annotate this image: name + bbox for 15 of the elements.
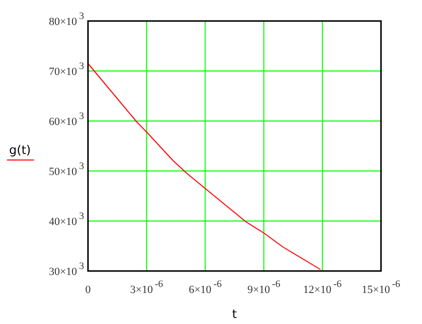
- line-series: [88, 63, 321, 270]
- x-tick-label: 0: [85, 284, 92, 296]
- x-tick-label: 6×10$^{-6}$: [188, 279, 222, 296]
- y-tick-label: 30×10$^{3}$: [48, 261, 84, 278]
- y-tick-label: 60×10$^{3}$: [48, 111, 84, 128]
- y-axis-title: g(t): [9, 143, 31, 157]
- y-tick-label: 70×10$^{3}$: [48, 61, 84, 78]
- y-tick-label: 80×10$^{3}$: [48, 11, 84, 28]
- x-tick-label: 15×10$^{-6}$: [362, 279, 400, 296]
- x-axis-title: t: [232, 307, 238, 321]
- x-tick-label: 3×10$^{-6}$: [130, 279, 164, 296]
- x-tick-label: 12×10$^{-6}$: [303, 279, 342, 296]
- x-tick-label: 9×10$^{-6}$: [247, 279, 280, 296]
- y-tick-label: 50×10$^{3}$: [48, 161, 84, 178]
- y-tick-label: 40×10$^{3}$: [48, 211, 84, 228]
